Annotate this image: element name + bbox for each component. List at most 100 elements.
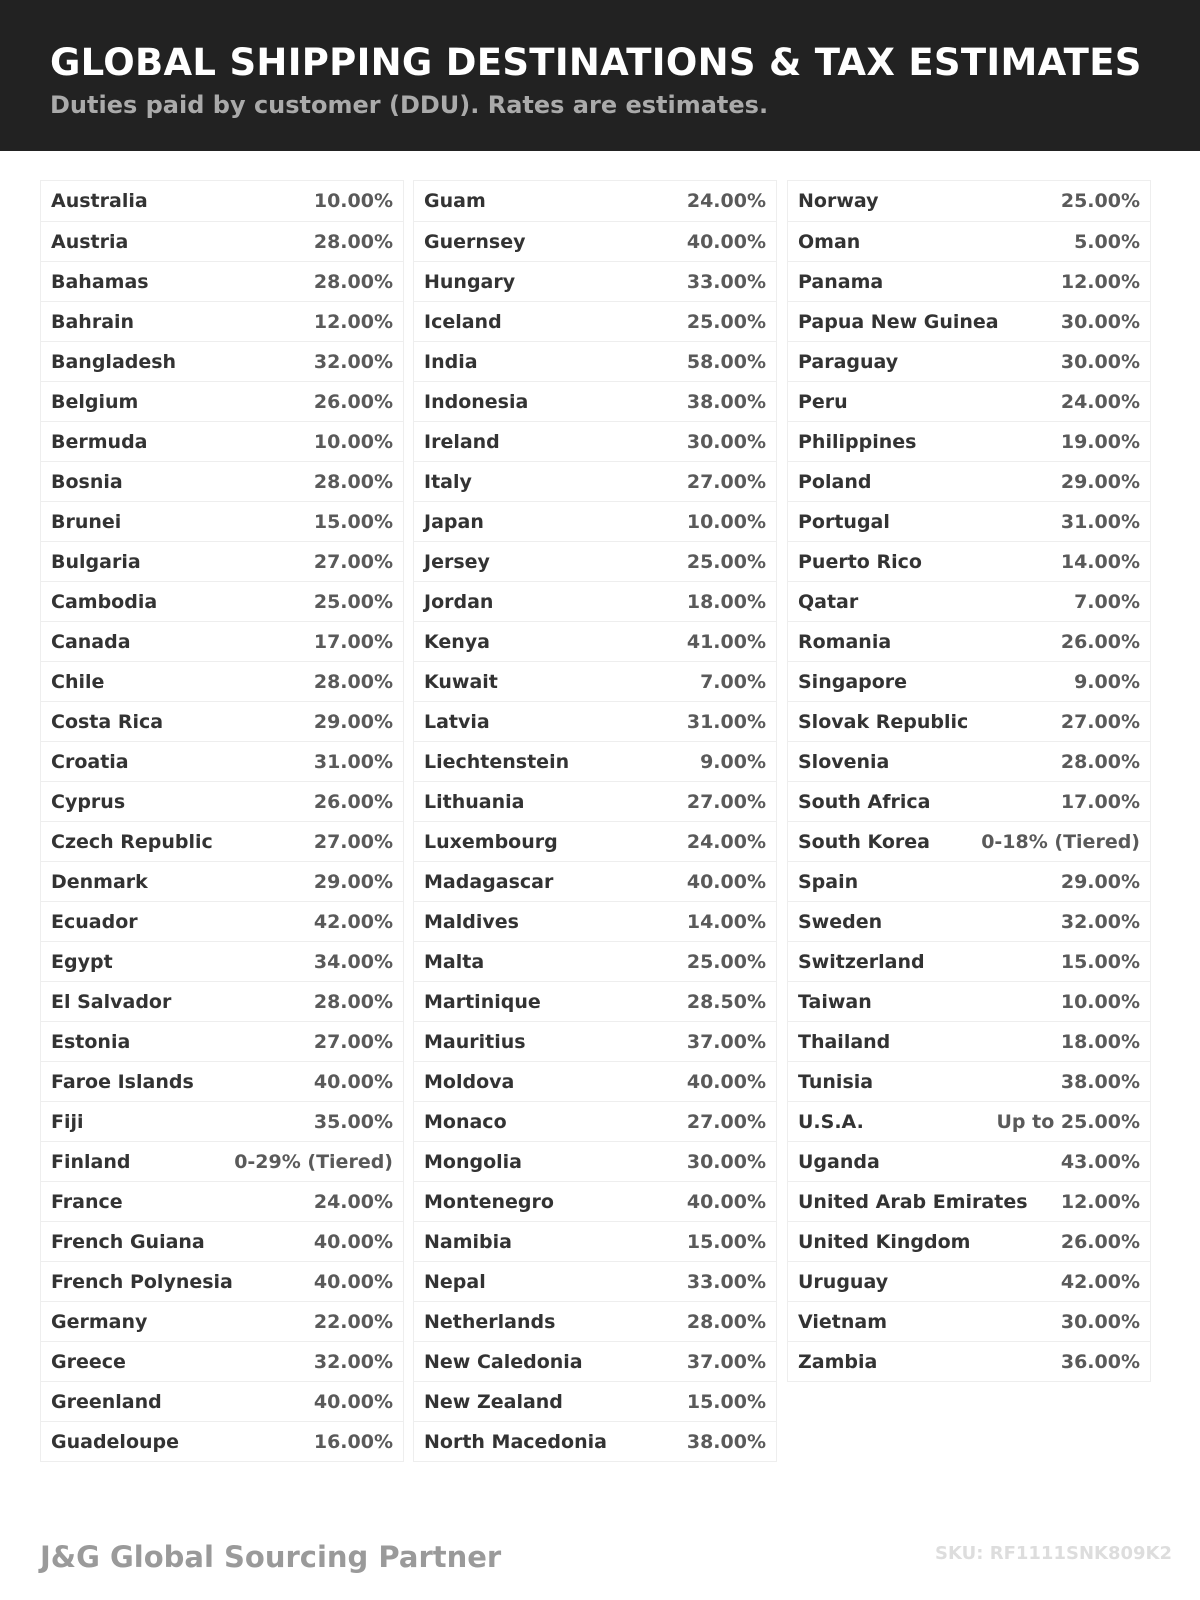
country-name: Greece (51, 1350, 126, 1373)
table-row: Hungary 33.00% (414, 261, 776, 301)
country-name: Singapore (798, 670, 908, 693)
table-row: Moldova 40.00% (414, 1061, 776, 1101)
country-name: Spain (798, 870, 859, 893)
tax-rate: 34.00% (313, 950, 393, 973)
country-name: Madagascar (424, 870, 554, 893)
country-name: Vietnam (798, 1310, 887, 1333)
tax-rate: 25.00% (686, 950, 766, 973)
country-name: Montenegro (424, 1190, 554, 1213)
sku-label: SKU: RF1111SNK809K2 (935, 1543, 1172, 1564)
table-row: French Guiana 40.00% (41, 1221, 403, 1261)
table-row: Latvia 31.00% (414, 701, 776, 741)
table-row: Chile 28.00% (41, 661, 403, 701)
table-row: Norway 25.00% (788, 181, 1150, 221)
table-row: Brunei 15.00% (41, 501, 403, 541)
country-name: Romania (798, 630, 892, 653)
country-name: Brunei (51, 510, 122, 533)
country-name: Paraguay (798, 350, 899, 373)
table-row: Greece 32.00% (41, 1341, 403, 1381)
table-row: New Zealand 15.00% (414, 1381, 776, 1421)
rates-column-2: Guam 24.00% Guernsey 40.00% Hungary 33.00% Ice… (413, 180, 777, 1462)
table-row: Bermuda 10.00% (41, 421, 403, 461)
country-name: Zambia (798, 1350, 878, 1373)
tax-rate: 27.00% (313, 1030, 393, 1053)
country-name: Poland (798, 470, 872, 493)
tax-rate: 30.00% (1060, 1310, 1140, 1333)
country-name: Norway (798, 190, 879, 212)
table-row: Jordan 18.00% (414, 581, 776, 621)
tax-rate: 10.00% (686, 510, 766, 533)
tax-rate: Up to 25.00% (996, 1110, 1140, 1133)
tax-rate: 26.00% (313, 790, 393, 813)
table-row: Iceland 25.00% (414, 301, 776, 341)
table-row: Cambodia 25.00% (41, 581, 403, 621)
tax-rate: 29.00% (313, 710, 393, 733)
table-row: Germany 22.00% (41, 1301, 403, 1341)
tax-rate: 27.00% (313, 830, 393, 853)
country-name: Cyprus (51, 790, 126, 813)
table-row: Kenya 41.00% (414, 621, 776, 661)
tax-rate: 25.00% (313, 590, 393, 613)
country-name: Japan (424, 510, 484, 533)
country-name: Jordan (424, 590, 494, 613)
country-name: Egypt (51, 950, 113, 973)
table-row: Oman 5.00% (788, 221, 1150, 261)
tax-rate: 40.00% (313, 1390, 393, 1413)
country-name: Lithuania (424, 790, 525, 813)
table-row: Bahamas 28.00% (41, 261, 403, 301)
tax-rate: 29.00% (1060, 470, 1140, 493)
tax-rate: 17.00% (1060, 790, 1140, 813)
table-row: Indonesia 38.00% (414, 381, 776, 421)
country-name: Portugal (798, 510, 890, 533)
table-row: French Polynesia 40.00% (41, 1261, 403, 1301)
table-row: Qatar 7.00% (788, 581, 1150, 621)
tax-rate: 19.00% (1060, 430, 1140, 453)
country-name: Jersey (424, 550, 490, 573)
country-name: Hungary (424, 270, 516, 293)
tax-rate: 28.50% (686, 990, 766, 1013)
table-row: Faroe Islands 40.00% (41, 1061, 403, 1101)
table-row: Nepal 33.00% (414, 1261, 776, 1301)
country-name: Bosnia (51, 470, 123, 493)
table-row: Austria 28.00% (41, 221, 403, 261)
table-row: Martinique 28.50% (414, 981, 776, 1021)
tax-rate: 32.00% (313, 350, 393, 373)
table-row: Egypt 34.00% (41, 941, 403, 981)
tax-rate: 31.00% (686, 710, 766, 733)
tax-rate: 14.00% (1060, 550, 1140, 573)
country-name: Mauritius (424, 1030, 526, 1053)
table-row: Zambia 36.00% (788, 1341, 1150, 1381)
table-row: Uganda 43.00% (788, 1141, 1150, 1181)
table-row: Lithuania 27.00% (414, 781, 776, 821)
country-name: New Caledonia (424, 1350, 583, 1373)
tax-rate: 15.00% (686, 1390, 766, 1413)
tax-rate: 7.00% (1074, 590, 1140, 613)
table-row: Bangladesh 32.00% (41, 341, 403, 381)
tax-rate: 10.00% (1060, 990, 1140, 1013)
page-title: GLOBAL SHIPPING DESTINATIONS & TAX ESTIM… (50, 41, 1142, 84)
country-name: French Guiana (51, 1230, 205, 1253)
tax-rate: 29.00% (313, 870, 393, 893)
tax-rate: 30.00% (686, 1150, 766, 1173)
country-name: Bermuda (51, 430, 148, 453)
country-name: Qatar (798, 590, 859, 613)
table-row: Guam 24.00% (414, 181, 776, 221)
table-row: Japan 10.00% (414, 501, 776, 541)
tax-rate: 5.00% (1074, 230, 1140, 253)
table-row: Sweden 32.00% (788, 901, 1150, 941)
tax-rate: 28.00% (686, 1310, 766, 1333)
table-row: Fiji 35.00% (41, 1101, 403, 1141)
tax-rate: 28.00% (313, 990, 393, 1013)
country-name: Monaco (424, 1110, 507, 1133)
tax-rate: 17.00% (313, 630, 393, 653)
country-name: Iceland (424, 310, 502, 333)
tax-rate: 58.00% (686, 350, 766, 373)
country-name: Sweden (798, 910, 883, 933)
tax-rate: 18.00% (686, 590, 766, 613)
country-name: Czech Republic (51, 830, 213, 853)
rates-column-3: Norway 25.00% Oman 5.00% Panama 12.00% Papua N… (787, 180, 1151, 1382)
country-name: Australia (51, 190, 148, 212)
tax-rate: 24.00% (686, 830, 766, 853)
country-name: Austria (51, 230, 129, 253)
tax-rate: 24.00% (1060, 390, 1140, 413)
